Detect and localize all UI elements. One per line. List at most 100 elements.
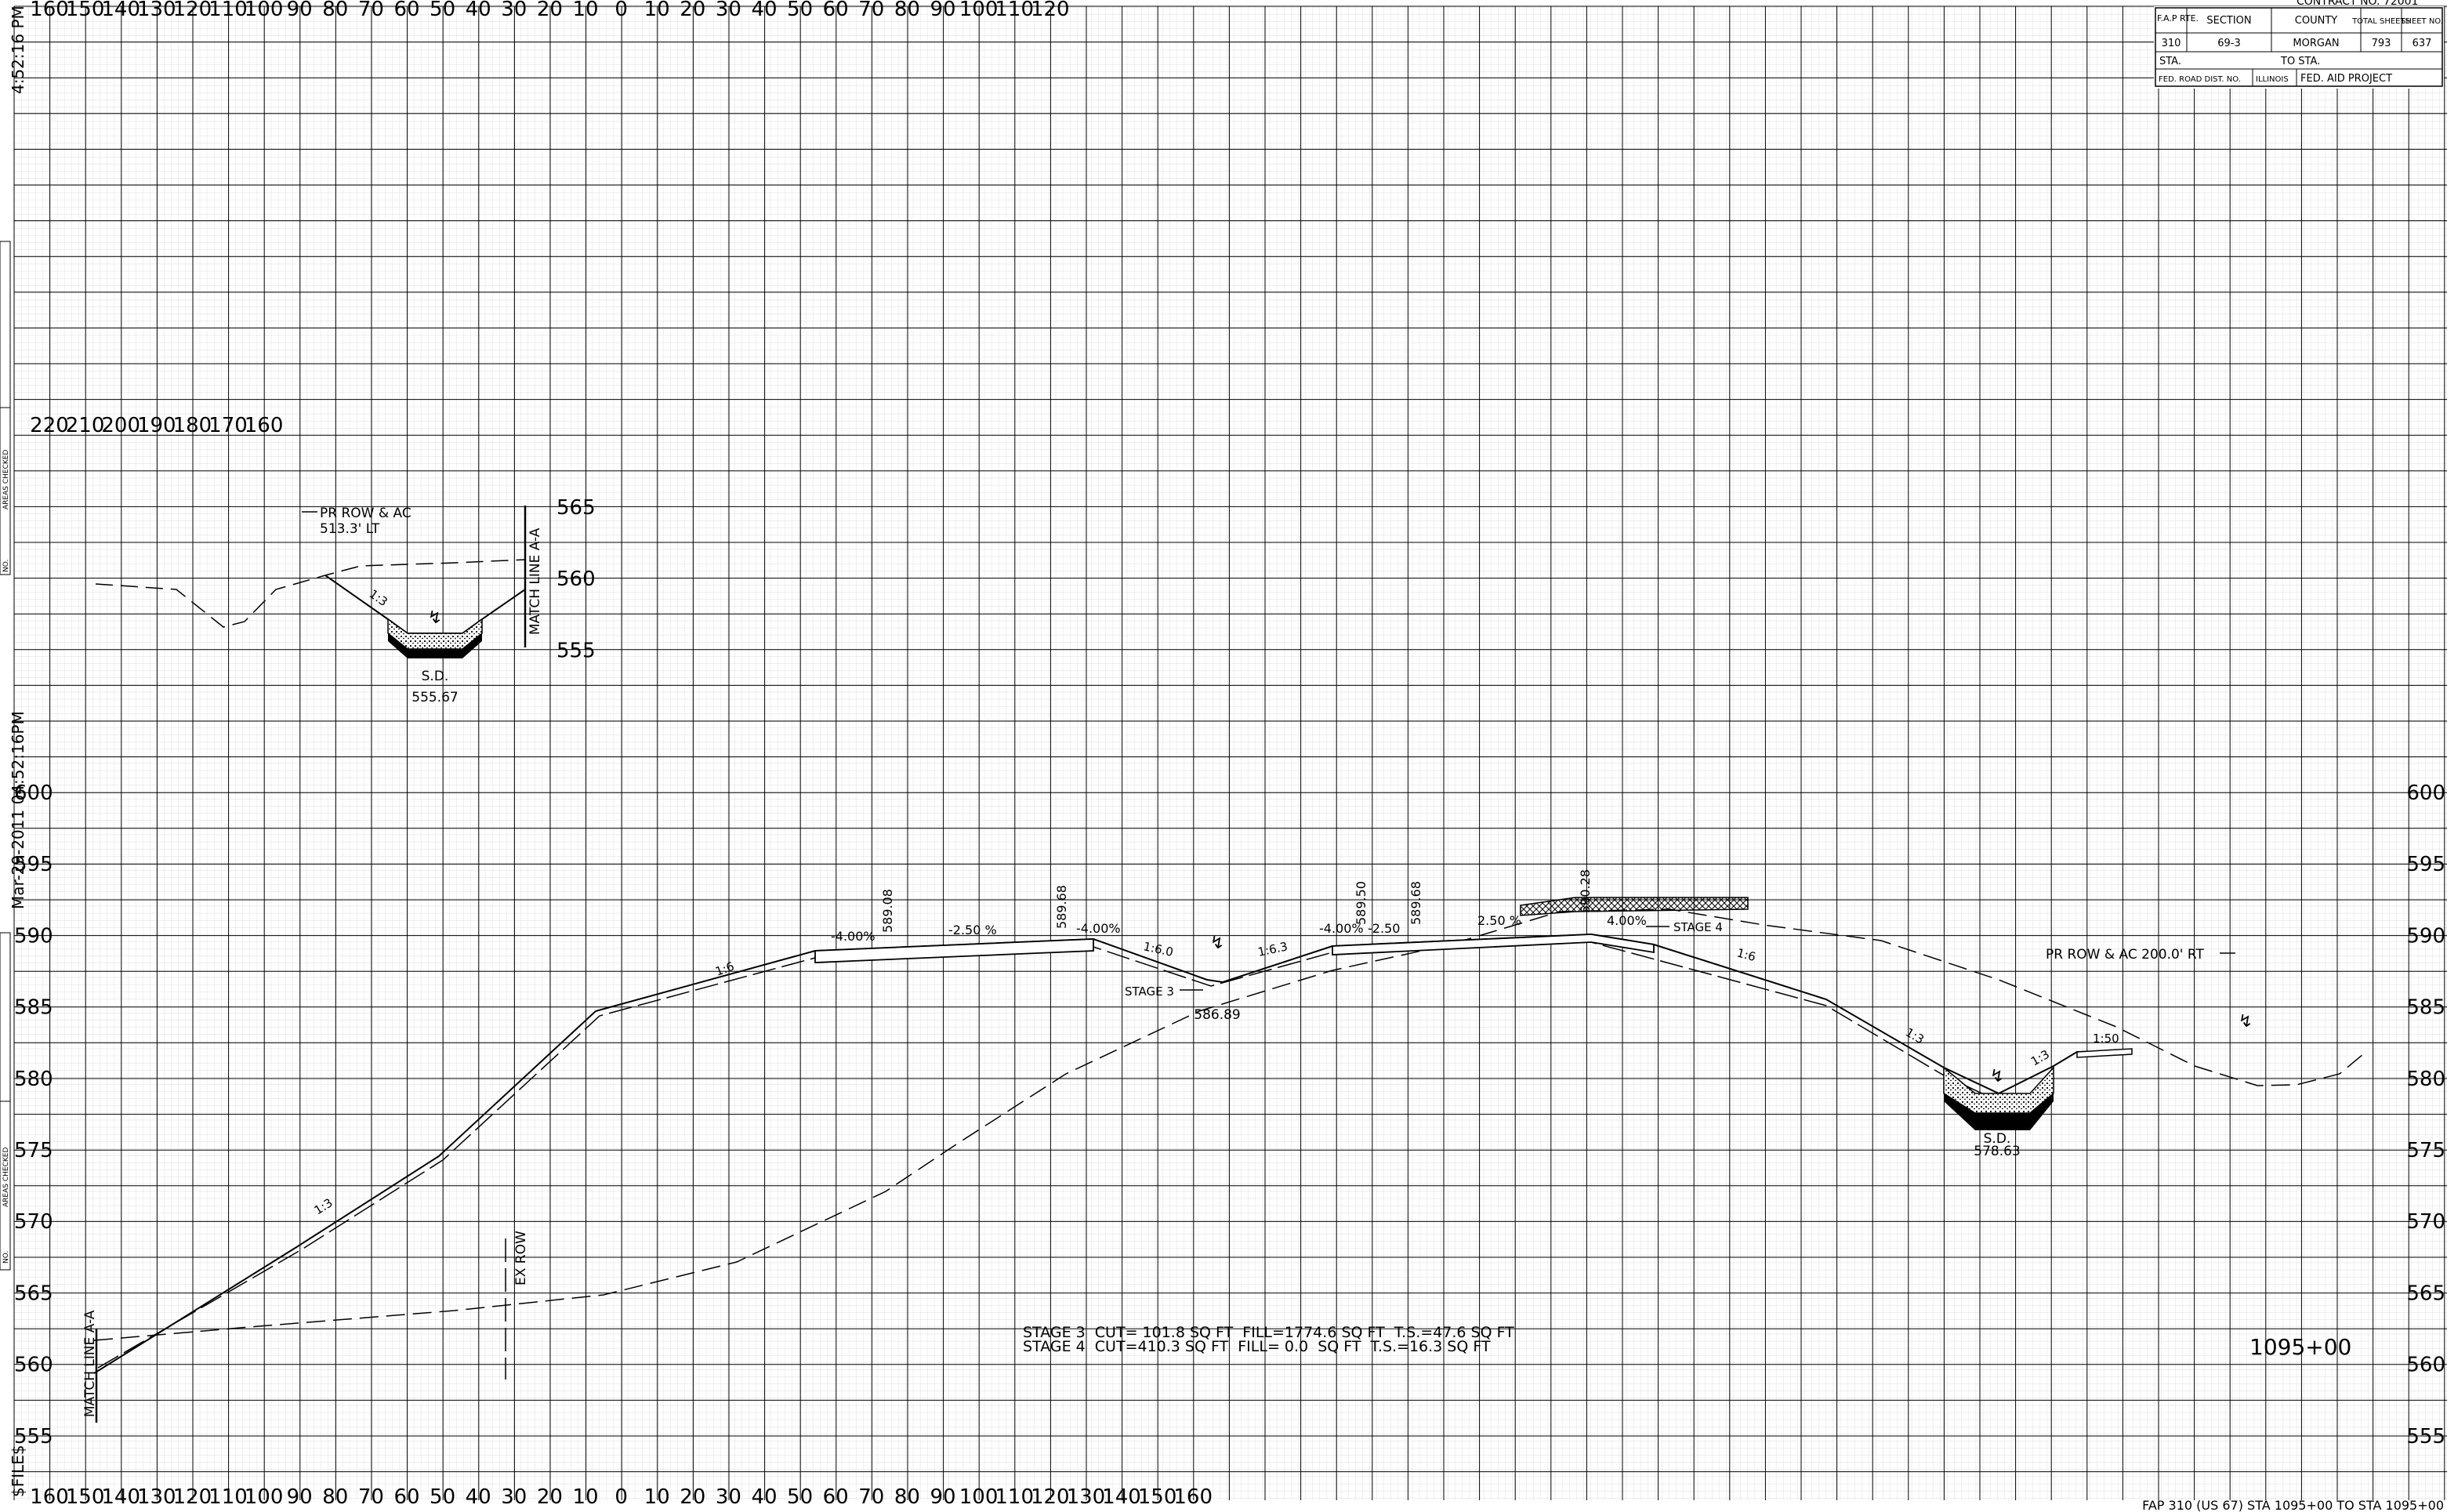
inset-sd-elevation: 555.67 xyxy=(411,690,458,705)
offset-label: 70 xyxy=(358,1485,384,1509)
inset-row-label: PR ROW & AC xyxy=(320,506,411,521)
tb-header-sheet-no: SHEET NO. xyxy=(2401,17,2443,26)
inset-offset-label: 210 xyxy=(66,414,105,437)
left-margin: AREAS CHECKED NO. AREAS CHECKED NO. 4:52… xyxy=(0,5,27,1497)
inset-elevation-label: 560 xyxy=(556,567,596,591)
offset-label: 150 xyxy=(1138,1485,1177,1509)
offset-label: 90 xyxy=(287,1485,313,1509)
offset-label: 60 xyxy=(393,1485,419,1509)
offset-label: 80 xyxy=(894,0,920,21)
offset-label: 70 xyxy=(858,0,884,21)
offset-label: 50 xyxy=(787,0,813,21)
areas-checked-1: AREAS CHECKED xyxy=(2,450,10,509)
elevation-label: 590 xyxy=(2406,924,2445,948)
elevation-label: 560 xyxy=(14,1354,53,1377)
station-label: 1095+00 xyxy=(2249,1334,2351,1360)
tb-rte: 310 xyxy=(2162,38,2181,49)
offset-label: 20 xyxy=(537,0,563,21)
plot-time: 4:52:16 PM xyxy=(9,5,27,94)
offset-label: 40 xyxy=(751,0,777,21)
stage4-label: STAGE 4 xyxy=(1673,920,1723,934)
pct-label-5: -2.50 xyxy=(1368,921,1400,936)
offset-label: 100 xyxy=(959,1485,999,1509)
tb-to-sta: TO STA. xyxy=(2280,56,2320,67)
offset-label: 110 xyxy=(995,0,1034,21)
elevation-label: 555 xyxy=(2406,1425,2445,1449)
elevation-label: 555 xyxy=(14,1425,53,1449)
offset-label: 40 xyxy=(466,0,491,21)
tb-header-county: COUNTY xyxy=(2295,15,2337,27)
offset-label: 150 xyxy=(66,0,105,21)
elevation-label: 570 xyxy=(14,1210,53,1234)
offset-label: 120 xyxy=(173,1485,212,1509)
offset-label: 10 xyxy=(644,1485,670,1509)
offset-label: 70 xyxy=(358,0,384,21)
inset-ditch-base xyxy=(388,633,482,658)
offset-label: 80 xyxy=(322,0,348,21)
inset-offset-label: 190 xyxy=(137,414,176,437)
row-rt-label: PR ROW & AC 200.0' RT xyxy=(2046,947,2204,963)
offset-label: 130 xyxy=(137,0,176,21)
pavement-left xyxy=(814,938,1094,963)
inset-offset-label: 220 xyxy=(30,414,69,437)
offset-label: 10 xyxy=(572,1485,598,1509)
elevation-label: 600 xyxy=(2406,781,2445,805)
offset-label: 0 xyxy=(614,1485,628,1509)
offset-label: 90 xyxy=(930,0,955,21)
low-point-elev: 586.89 xyxy=(1194,1007,1240,1023)
inset-offset-label: 200 xyxy=(101,414,140,437)
offset-label: 160 xyxy=(1173,1485,1213,1509)
stage4-overlay xyxy=(1520,897,1749,916)
offset-label: 120 xyxy=(173,0,212,21)
offset-label: 40 xyxy=(466,1485,491,1509)
offset-label: 100 xyxy=(245,1485,284,1509)
contract-number: CONTRACT NO. 72001 xyxy=(2297,0,2418,8)
elev-label-4: 589.68 xyxy=(1408,881,1423,925)
offset-label: 140 xyxy=(101,1485,140,1509)
elevation-label: 575 xyxy=(14,1139,53,1162)
tb-total-sheets: 793 xyxy=(2372,38,2391,49)
main-sd-elevation: 578.63 xyxy=(1974,1144,2020,1159)
elevation-label: 595 xyxy=(14,853,53,876)
elevation-label: 590 xyxy=(14,924,53,948)
elevation-labels-right: 600 595 590 585 580 575 570 565 560 555 xyxy=(2406,781,2445,1449)
offset-label: 90 xyxy=(287,0,313,21)
inset-section: PR ROW & AC 513.3' LT 1:3 ↯ S.D. 555.67 … xyxy=(95,506,543,705)
elevation-label: 580 xyxy=(2406,1068,2445,1091)
pct-label-7: 4.00% xyxy=(1607,913,1647,928)
elevation-labels-left: 600 595 590 585 580 575 570 565 560 555 xyxy=(14,781,53,1449)
offset-label: 20 xyxy=(680,0,705,21)
tb-county: MORGAN xyxy=(2293,38,2339,49)
elev-label-2: 589.68 xyxy=(1054,885,1069,929)
elevation-label: 585 xyxy=(14,996,53,1020)
pct-label-4: -4.00% xyxy=(1319,921,1364,936)
offset-label: 100 xyxy=(959,0,999,21)
pct-label-2: -2.50 % xyxy=(948,923,997,937)
offset-label: 30 xyxy=(716,1485,741,1509)
major-grid xyxy=(13,5,2447,1500)
elevation-label: 560 xyxy=(2406,1354,2445,1377)
inset-offset-label: 160 xyxy=(245,414,284,437)
footer-project-label: FAP 310 (US 67) STA 1095+00 TO STA 1095+… xyxy=(2142,1498,2444,1512)
plot-date-time: Mar-29-2011 04:52:16PM xyxy=(9,711,27,909)
offset-label: 80 xyxy=(894,1485,920,1509)
quantities-stage4: STAGE 4 CUT=410.3 SQ FT FILL= 0.0 SQ FT … xyxy=(1023,1338,1491,1355)
offset-label: 20 xyxy=(537,1485,563,1509)
pct-label-6: 2.50 % xyxy=(1477,913,1521,928)
inset-sd-label: S.D. xyxy=(422,669,449,684)
elev-label-5: 590.28 xyxy=(1578,869,1593,913)
offset-label: 140 xyxy=(101,0,140,21)
slope-label-6r: 1:6 xyxy=(1735,945,1757,964)
offset-label: 140 xyxy=(1102,1485,1141,1509)
offset-label: 110 xyxy=(995,1485,1034,1509)
ex-row-label: EX ROW xyxy=(513,1231,529,1285)
pct-label-1: -4.00% xyxy=(831,929,875,944)
offset-label: 150 xyxy=(66,1485,105,1509)
offset-label: 60 xyxy=(823,1485,849,1509)
tb-sheet-no: 637 xyxy=(2413,38,2432,49)
offset-label: 40 xyxy=(751,1485,777,1509)
inset-offset-label: 170 xyxy=(208,414,248,437)
offset-label: 110 xyxy=(208,1485,248,1509)
